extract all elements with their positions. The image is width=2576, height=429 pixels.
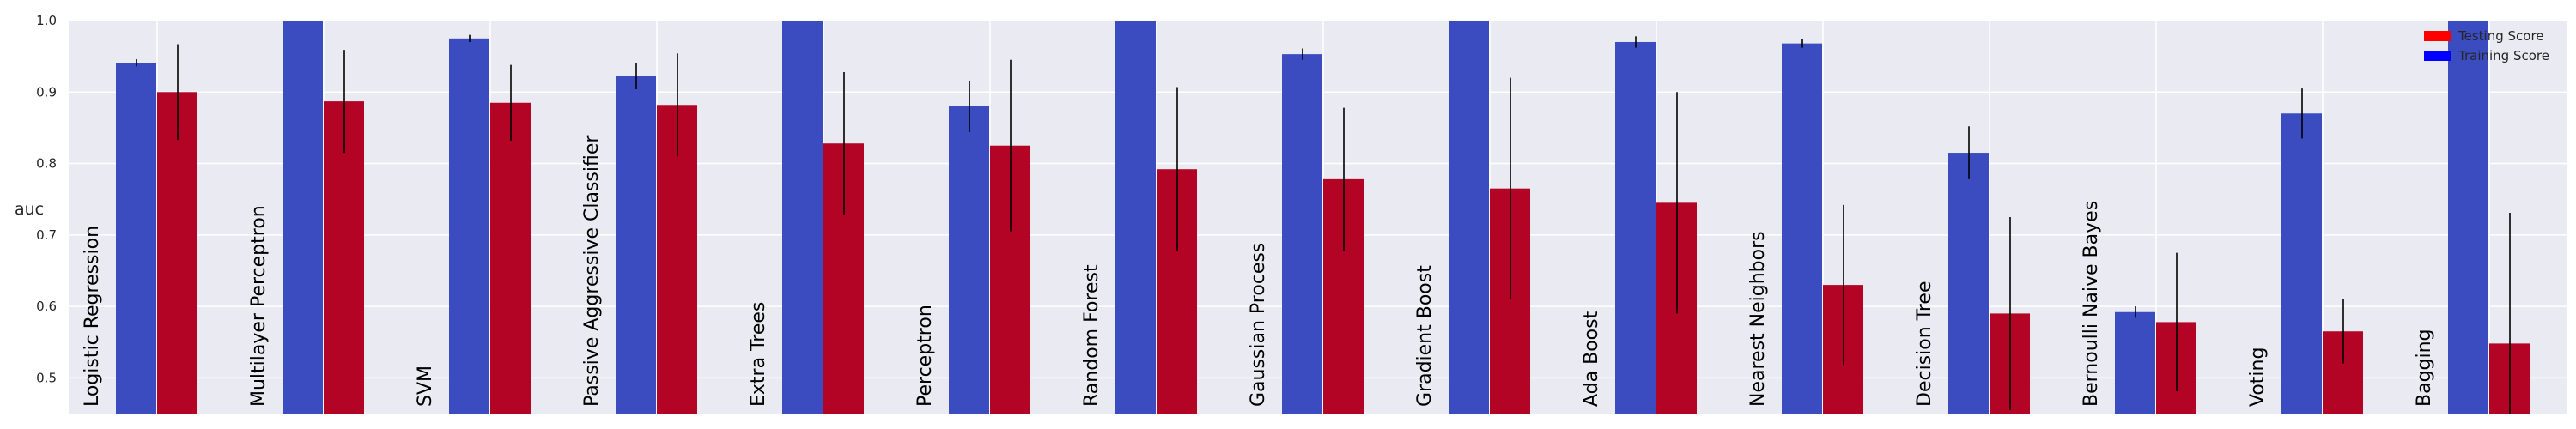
training-bar xyxy=(283,21,323,414)
training-bar xyxy=(2281,113,2322,414)
training-bar xyxy=(449,38,489,414)
category-label: Passive Aggressive Classifier xyxy=(581,135,603,407)
testing-bar xyxy=(490,102,531,414)
training-bar xyxy=(1782,43,1822,414)
category-label: Gaussian Process xyxy=(1248,243,1269,407)
category-label: Extra Trees xyxy=(748,302,769,407)
bars xyxy=(116,21,2530,414)
category-label: Logistic Regression xyxy=(82,226,103,407)
category-label: Bagging xyxy=(2414,329,2435,407)
category-label: Gradient Boost xyxy=(1414,265,1436,407)
y-tick-label: 0.6 xyxy=(36,299,57,314)
training-bar xyxy=(1615,41,1656,414)
category-label: Voting xyxy=(2247,347,2269,407)
legend-swatch xyxy=(2424,51,2451,61)
testing-bar xyxy=(157,92,197,414)
y-tick-label: 0.5 xyxy=(36,370,57,385)
y-tick-label: 0.8 xyxy=(36,156,57,172)
category-label: Random Forest xyxy=(1081,264,1103,407)
training-bar xyxy=(1948,153,1989,414)
legend-swatch xyxy=(2424,31,2451,41)
category-label: SVM xyxy=(415,366,436,407)
training-bar xyxy=(782,21,823,414)
training-bar xyxy=(2115,311,2155,414)
y-tick-label: 1.0 xyxy=(36,13,57,28)
y-tick-label: 0.9 xyxy=(36,84,57,100)
y-axis-label: auc xyxy=(15,200,44,219)
legend-label: Testing Score xyxy=(2458,28,2544,44)
training-bar xyxy=(1449,21,1489,414)
y-tick-labels: 0.5 0.6 0.7 0.8 0.9 1.0 xyxy=(36,13,57,385)
legend-label: Training Score xyxy=(2458,48,2549,63)
error-bars xyxy=(136,34,2511,414)
category-labels: Logistic Regression Multilayer Perceptron… xyxy=(82,135,2435,407)
category-label: Bernoulli Naive Bayes xyxy=(2081,201,2102,407)
training-bar xyxy=(1115,21,1156,414)
training-bar xyxy=(616,76,656,414)
training-bar xyxy=(1282,54,1322,414)
category-label: Ada Boost xyxy=(1581,311,1602,407)
training-bar xyxy=(2448,21,2488,414)
category-label: Multilayer Perceptron xyxy=(248,205,270,407)
category-label: Decision Tree xyxy=(1914,281,1935,408)
legend: Testing Score Training Score xyxy=(2424,28,2549,63)
category-label: Perceptron xyxy=(914,305,936,407)
y-tick-label: 0.7 xyxy=(36,227,57,243)
training-bar xyxy=(116,63,156,414)
category-label: Nearest Neighbors xyxy=(1747,231,1769,407)
training-bar xyxy=(949,106,989,414)
testing-bar xyxy=(324,101,364,414)
